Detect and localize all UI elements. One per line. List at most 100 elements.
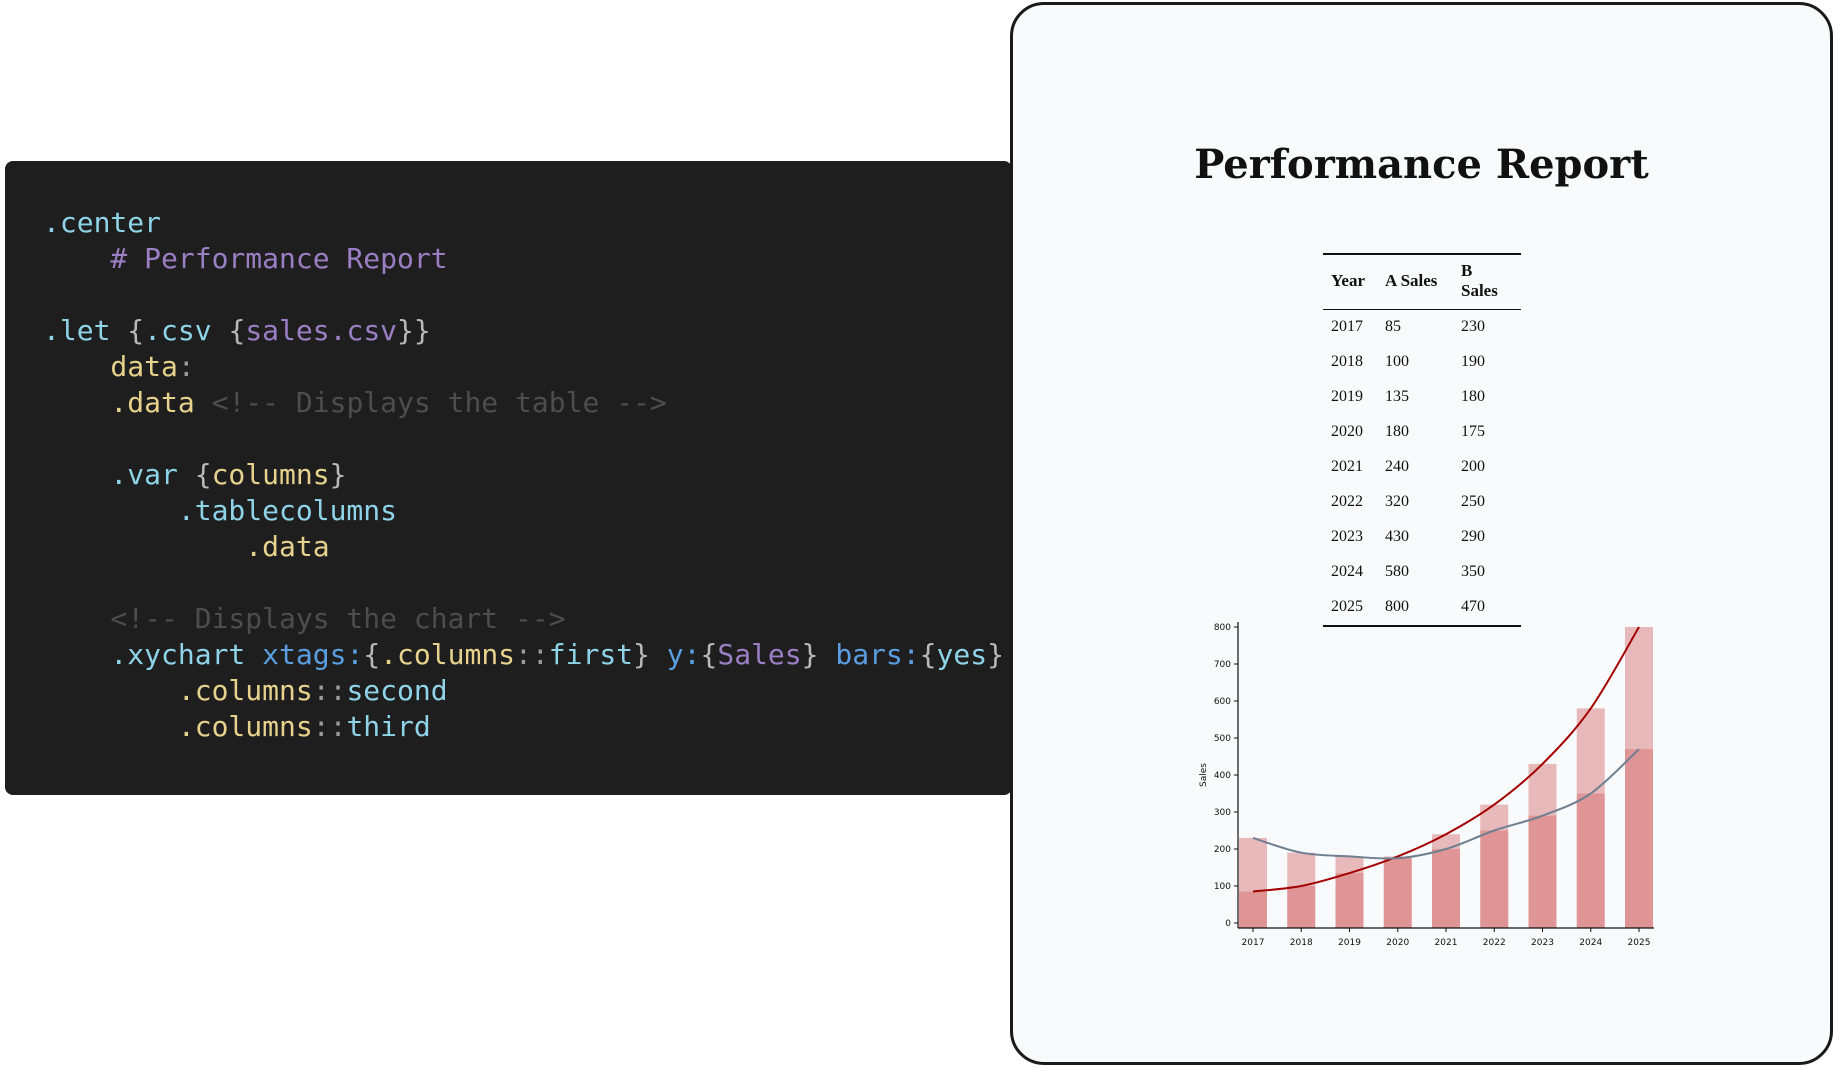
code-line: .tablecolumns [43, 493, 1004, 529]
table-cell: 230 [1461, 318, 1485, 335]
code-token: :: [312, 710, 347, 743]
bar-series-1 [1576, 708, 1605, 928]
code-line: .data [43, 529, 1004, 565]
bar-series-2 [1432, 849, 1460, 928]
x-tick-label: 2024 [1579, 938, 1602, 948]
bar-series-1 [1239, 891, 1267, 928]
code-token: .tablecolumns [43, 494, 398, 527]
code-token: xtags: [262, 638, 364, 671]
x-tick-label: 2017 [1242, 938, 1265, 948]
code-line: <!-- Displays the chart --> [43, 601, 1004, 637]
code-token: .columns [43, 710, 313, 743]
table-cell: 290 [1461, 528, 1485, 545]
code-token: .csv [144, 314, 229, 347]
preview-panel: Performance Report Year A Sales B Sales … [1010, 2, 1833, 1065]
table-row: 2018 100 190 [1323, 345, 1521, 380]
bar-series-1 [1480, 804, 1509, 928]
table-cell: 180 [1385, 423, 1409, 440]
table-cell: 2020 [1331, 423, 1363, 440]
x-tick-label: 2019 [1338, 938, 1361, 948]
code-token: { [127, 314, 145, 347]
code-line: .columns::second [43, 673, 1004, 709]
header-a-sales: A Sales [1377, 254, 1453, 310]
code-token: Sales [717, 638, 802, 671]
table-cell: 2018 [1331, 353, 1363, 370]
code-token: } [801, 638, 836, 671]
table-cell: 2025 [1331, 598, 1363, 615]
y-tick-label: 400 [1214, 771, 1231, 781]
x-tick-label: 2020 [1386, 938, 1409, 948]
code-token: .data [43, 386, 212, 419]
bar-series-1 [1528, 763, 1557, 928]
page-title: Performance Report [1194, 141, 1649, 188]
table-cell: 2019 [1331, 388, 1363, 405]
code-token: sales.csv [245, 314, 398, 347]
table-row: 2025 800 470 [1323, 590, 1521, 626]
table-row: 2020 180 175 [1323, 415, 1521, 450]
y-tick-label: 100 [1214, 882, 1231, 892]
table-row: 2023 430 290 [1323, 520, 1521, 555]
code-token: .columns [380, 638, 516, 671]
y-tick-label: 800 [1214, 623, 1231, 633]
x-tick-label: 2022 [1483, 938, 1506, 948]
code-token: :: [515, 638, 549, 671]
bar-series-2 [1625, 749, 1653, 928]
code-token: { [919, 638, 937, 671]
code-token: { [363, 638, 381, 671]
code-token: .columns [43, 674, 313, 707]
table-cell: 470 [1461, 598, 1485, 615]
table-cell: 2024 [1331, 563, 1363, 580]
y-axis-label: Sales [1199, 763, 1209, 787]
bar-series-2 [1383, 858, 1412, 928]
code-token: # Performance Report [43, 242, 448, 275]
code-token: :: [312, 674, 347, 707]
code-token: yes [936, 638, 988, 671]
table-cell: 580 [1385, 563, 1409, 580]
code-editor[interactable]: .center # Performance Report .let {.csv {… [5, 161, 1012, 795]
sales-table: Year A Sales B Sales 2017 85 230 2018 100 190… [1323, 253, 1521, 627]
code-token: } [329, 458, 347, 491]
code-line: # Performance Report [43, 241, 1004, 277]
code-token: y: [666, 638, 701, 671]
table-cell: 2023 [1331, 528, 1363, 545]
y-tick-label: 500 [1214, 734, 1231, 744]
bar-series-2 [1528, 815, 1557, 928]
line-series-2 [1252, 748, 1640, 860]
bar-series-2 [1335, 856, 1364, 928]
code-token: { [700, 638, 718, 671]
x-tick-label: 2023 [1531, 938, 1554, 948]
header-year: Year [1323, 254, 1377, 310]
code-token: .let [43, 314, 128, 347]
code-token: { [194, 458, 212, 491]
line-series-1 [1252, 626, 1640, 893]
y-tick-label: 0 [1225, 919, 1231, 929]
table-cell: 250 [1461, 493, 1485, 510]
y-tick-label: 200 [1214, 845, 1231, 855]
table-cell: 800 [1385, 598, 1409, 615]
y-tick-label: 300 [1214, 808, 1231, 818]
table-row: 2024 580 350 [1323, 555, 1521, 590]
code-token: .center [43, 206, 162, 239]
code-text[interactable]: .center # Performance Report .let {.csv {… [43, 205, 1004, 745]
table-cell: 430 [1385, 528, 1409, 545]
table-cell: 100 [1385, 353, 1409, 370]
bar-series-2 [1239, 837, 1267, 928]
bar-series-1 [1335, 873, 1364, 928]
code-line: .center [43, 205, 1004, 241]
table-cell: 2017 [1331, 318, 1363, 335]
code-token: first [548, 638, 634, 671]
code-token: .xychart [43, 638, 263, 671]
code-token: second [346, 674, 448, 707]
table-cell: 240 [1385, 458, 1409, 475]
header-b-sales: B Sales [1453, 254, 1521, 310]
table-row: 2017 85 230 [1323, 310, 1521, 346]
x-tick-label: 2018 [1290, 938, 1313, 948]
code-token: data [43, 350, 178, 383]
bar-series-1 [1287, 886, 1316, 928]
code-token: columns [211, 458, 330, 491]
code-line: .var {columns} [43, 457, 1004, 493]
table-cell: 2021 [1331, 458, 1363, 475]
code-line: .columns::third [43, 709, 1004, 745]
code-token: <!-- Displays the chart --> [43, 602, 566, 635]
